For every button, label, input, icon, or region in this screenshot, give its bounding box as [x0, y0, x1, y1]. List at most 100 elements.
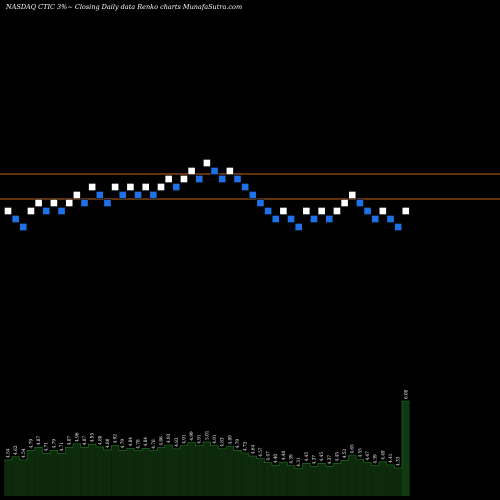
renko-brick-down [195, 175, 204, 183]
volume-bar [4, 459, 12, 496]
renko-brick-up [180, 175, 188, 183]
volume-label: 4.64 [250, 444, 255, 454]
volume-label: 4.87 [36, 436, 41, 446]
volume-bar [172, 448, 181, 496]
renko-bricks [4, 159, 410, 231]
volume-label: 4.37 [327, 455, 332, 465]
volume-label: 4.40 [273, 454, 278, 464]
renko-brick-down [11, 215, 20, 223]
renko-brick-down [241, 183, 250, 191]
volume-bar [317, 463, 326, 496]
volume-label: 6.08 [403, 389, 408, 399]
volume-bar [65, 447, 74, 496]
volume-bar [271, 465, 280, 496]
renko-brick-up [157, 183, 165, 191]
volume-bar [264, 462, 272, 496]
volume-label: 4.48 [281, 451, 286, 461]
renko-brick-down [256, 199, 265, 207]
volume-bar [379, 461, 387, 496]
volume-label: 4.78 [136, 439, 141, 449]
volume-bar [333, 463, 341, 496]
volume-label: 4.93 [166, 433, 171, 443]
renko-brick-down [103, 199, 112, 207]
renko-brick-down [149, 191, 158, 199]
renko-brick-up [203, 159, 211, 167]
renko-brick-down [386, 215, 395, 223]
reference-lines [0, 173, 500, 200]
volume-label: 4.83 [220, 437, 225, 447]
volume-label: 4.91 [212, 434, 217, 444]
volume-label: 4.96 [74, 432, 79, 442]
renko-brick-down [57, 207, 66, 215]
volume-label: 4.31 [296, 457, 301, 467]
volume-label: 4.53 [342, 449, 347, 459]
renko-brick-up [333, 207, 341, 215]
volume-bar [241, 453, 249, 496]
volume-bar [34, 447, 43, 496]
renko-brick-down [294, 223, 303, 231]
renko-brick-down [118, 191, 127, 199]
volume-labels: 4.54 4.62 4.544.79 4.874.71 4.79 4.714.87 4.96… [6, 389, 409, 466]
volume-label: 4.45 [319, 452, 324, 462]
volume-label: 4.65 [350, 444, 355, 454]
volume-bar [80, 447, 89, 496]
volume-label: 4.88 [97, 435, 102, 445]
renko-brick-up [187, 167, 196, 175]
volume-label: 4.55 [357, 448, 362, 458]
renko-brick-up [348, 191, 357, 199]
volume-bar [348, 455, 357, 496]
volume-bar [118, 450, 127, 496]
volume-bar [302, 463, 311, 496]
renko-brick-down [271, 215, 280, 223]
volume-label: 4.45 [304, 452, 309, 462]
volume-bar [356, 459, 364, 496]
volume-bar [11, 456, 20, 496]
volume-label: 4.71 [44, 442, 49, 452]
volume-label: 4.39 [289, 454, 294, 464]
volume-bar [210, 445, 219, 496]
volume-label: 4.71 [59, 442, 64, 452]
volume-bar [50, 450, 58, 496]
renko-brick-down [80, 199, 89, 207]
renko-brick-down [248, 191, 257, 199]
volume-label: 4.54 [21, 448, 26, 458]
volume-label: 4.86 [159, 436, 164, 446]
volume-label: 4.79 [120, 439, 125, 449]
renko-brick-down [325, 215, 334, 223]
volume-label: 4.47 [365, 451, 370, 461]
volume-label: 4.84 [143, 437, 148, 447]
volume-label: 4.54 [6, 448, 11, 458]
volume-bar [195, 445, 204, 496]
volume-label: 4.47 [266, 451, 271, 461]
volume-bar [164, 444, 173, 496]
volume-bar [42, 453, 51, 496]
volume-bar [340, 460, 349, 496]
renko-brick-down [19, 223, 28, 231]
renko-brick-down [264, 207, 272, 215]
volume-bar [157, 447, 165, 496]
volume-bar [134, 450, 142, 496]
volume-label: 4.79 [28, 439, 33, 449]
renko-brick-down [210, 167, 219, 175]
volume-bar [233, 450, 242, 496]
volume-label: 4.39 [373, 454, 378, 464]
volume-bar [187, 442, 196, 496]
volume-label: 4.41 [388, 453, 393, 463]
volume-label: 4.57 [258, 447, 263, 457]
volume-bar [180, 445, 188, 496]
renko-brick-up [34, 199, 43, 207]
renko-brick-up [302, 207, 311, 215]
volume-bar [141, 448, 150, 496]
renko-brick-down [42, 207, 51, 215]
volume-label: 4.99 [189, 431, 194, 441]
volume-label: 4.78 [151, 439, 156, 449]
volume-bar [218, 448, 227, 496]
volume-label: 4.62 [13, 445, 18, 455]
volume-bar [57, 453, 66, 496]
renko-brick-up [401, 207, 410, 215]
volume-label: 4.80 [105, 438, 110, 448]
volume-bars [4, 400, 410, 496]
renko-brick-up [279, 207, 288, 215]
